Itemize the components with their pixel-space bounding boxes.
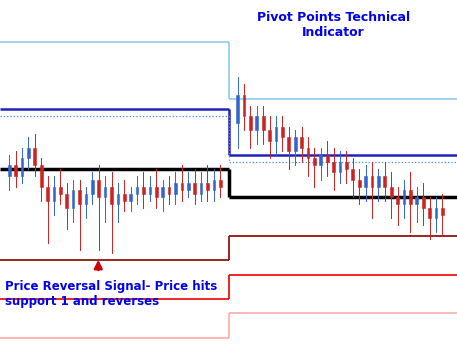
Bar — [168, 187, 170, 194]
Bar — [435, 208, 437, 218]
Bar — [255, 116, 258, 130]
Bar — [206, 183, 209, 190]
Bar — [59, 187, 62, 194]
Bar — [91, 180, 94, 194]
Bar — [262, 116, 265, 130]
Bar — [326, 155, 329, 162]
Bar — [33, 148, 36, 165]
Bar — [294, 137, 297, 151]
Bar — [403, 190, 405, 204]
Bar — [422, 197, 425, 208]
Bar — [377, 176, 380, 187]
Bar — [428, 208, 431, 218]
Bar — [313, 158, 316, 165]
Bar — [193, 183, 196, 194]
Bar — [319, 155, 322, 165]
Bar — [110, 187, 113, 204]
Bar — [287, 137, 290, 151]
Bar — [53, 187, 55, 201]
Bar — [149, 187, 151, 194]
Bar — [396, 197, 399, 204]
Text: Pivot Points Technical
Indicator: Pivot Points Technical Indicator — [257, 11, 410, 39]
Bar — [46, 187, 49, 201]
Bar — [364, 176, 367, 187]
Bar — [249, 116, 252, 130]
Bar — [300, 137, 303, 148]
Bar — [40, 165, 43, 187]
Bar — [174, 183, 177, 194]
Bar — [383, 176, 386, 187]
Bar — [14, 165, 17, 176]
Bar — [21, 158, 23, 176]
Bar — [219, 180, 222, 187]
Bar — [78, 190, 81, 204]
Bar — [104, 187, 106, 197]
Bar — [181, 183, 183, 190]
Bar — [136, 187, 138, 194]
Bar — [65, 194, 68, 208]
Bar — [72, 190, 74, 208]
Bar — [200, 183, 202, 194]
Bar — [129, 194, 132, 201]
Bar — [123, 194, 126, 201]
Bar — [268, 130, 271, 141]
Bar — [161, 187, 164, 197]
Bar — [27, 148, 30, 158]
Text: Price Reversal Signal- Price hits
support 1 and reverses: Price Reversal Signal- Price hits suppor… — [5, 280, 217, 308]
Bar — [8, 165, 11, 176]
Bar — [358, 180, 361, 187]
Bar — [332, 162, 335, 172]
Bar — [345, 162, 348, 169]
Bar — [243, 95, 245, 116]
Bar — [415, 197, 418, 204]
Bar — [351, 169, 354, 180]
Bar — [275, 127, 277, 141]
Bar — [281, 127, 284, 137]
Bar — [390, 187, 393, 197]
Bar — [339, 162, 341, 172]
Bar — [371, 176, 373, 187]
Bar — [307, 148, 309, 158]
Bar — [236, 95, 239, 123]
Bar — [213, 180, 215, 190]
Bar — [85, 194, 87, 204]
Bar — [142, 187, 145, 194]
Bar — [117, 194, 119, 204]
Bar — [155, 187, 158, 197]
Bar — [441, 208, 444, 215]
Bar — [409, 190, 412, 204]
Bar — [187, 183, 190, 190]
Bar — [97, 180, 100, 197]
